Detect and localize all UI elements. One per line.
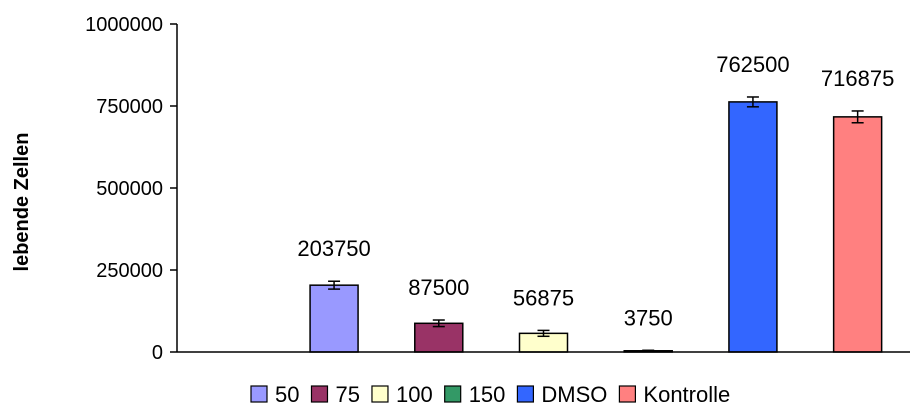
legend-item-Kontrolle: Kontrolle [618,382,730,407]
y-tick-label: 500000 [96,178,163,200]
y-axis-ticks: 0 250000 500000 750000 1000000 [85,14,177,364]
error-bar-150 [642,349,655,353]
legend-swatch [250,385,268,403]
bars [309,101,883,353]
error-bars [328,96,864,353]
legend-item-50: 50 [250,382,299,407]
legend-swatch [371,385,389,403]
legend-swatch [516,385,535,403]
legend-label: 50 [275,382,299,407]
legend-label: 100 [396,382,433,407]
bar-DMSO [728,101,778,353]
bar-75 [414,322,464,353]
legend-label: DMSO [541,382,607,407]
legend-item-75: 75 [310,382,360,407]
bar-Kontrolle [832,116,883,353]
legend-swatch [618,385,637,403]
data-label-50: 203750 [297,236,370,261]
legend-item-150: 150 [444,382,506,407]
data-label-75: 87500 [408,275,469,300]
y-tick-label: 250000 [96,260,163,282]
error-bar-50 [328,280,341,290]
legend-swatch [310,385,329,403]
legend-swatch [444,385,462,403]
data-label-100: 56875 [513,285,574,310]
legend-item-DMSO: DMSO [516,382,607,407]
y-tick-label: 750000 [96,96,163,118]
legend-label: Kontrolle [643,382,730,407]
y-axis-title: lebende Zellen [11,133,33,272]
data-label-150: 3750 [624,305,673,330]
error-bar-100 [537,329,550,338]
legend: 50 75 100 150 DMSO Kontrolle [250,382,730,407]
data-label-Kontrolle: 716875 [821,66,894,91]
error-bar-75 [432,319,445,328]
legend-label: 75 [335,382,359,407]
error-bar-Kontrolle [851,110,864,124]
error-bar-DMSO [746,96,759,108]
data-label-DMSO: 762500 [716,52,789,77]
data-labels: 203750 87500 56875 3750 762500 716875 [297,52,894,330]
bar-50 [309,284,359,353]
legend-label: 150 [469,382,506,407]
y-tick-label: 0 [152,342,163,364]
legend-item-100: 100 [371,382,433,407]
y-tick-label: 1000000 [85,14,163,36]
